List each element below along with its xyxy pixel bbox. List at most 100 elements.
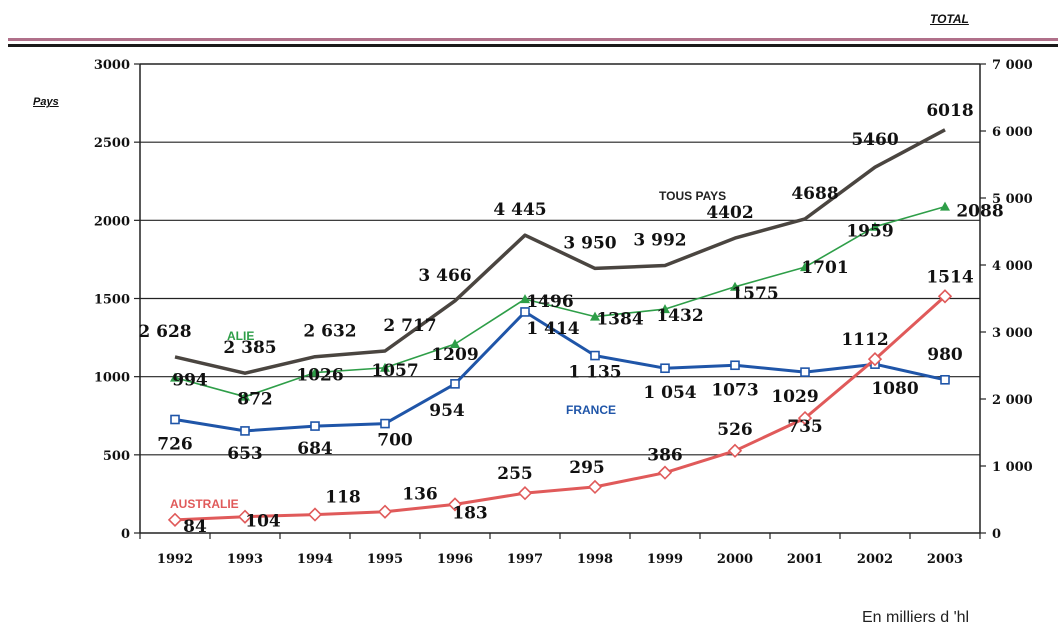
x-tick-label: 1997 [507,552,543,567]
data-label-france: 653 [227,444,263,464]
data-label-italie: 2088 [956,202,1003,222]
data-point-australie [377,504,393,519]
x-tick-label: 2001 [787,552,823,567]
data-point-australie [167,512,183,527]
x-tick-label: 2002 [857,552,893,567]
right-tick-label: 5 000 [992,192,1033,207]
series-line-australie [174,295,947,522]
data-point-italie [520,294,530,304]
left-tick-label: 0 [121,527,130,542]
data-label-italie: 1575 [731,284,778,304]
data-label-tous-pays: 2 385 [223,338,276,358]
data-point-france [450,379,460,389]
data-label-tous-pays: 4402 [706,203,753,223]
total-axis-title: TOTAL [930,12,969,26]
data-label-france: 1 054 [643,383,696,403]
data-label-australie: 295 [569,458,605,478]
data-point-australie [867,352,883,367]
data-label-italie: 1496 [526,292,573,312]
data-label-tous-pays: 3 992 [633,231,686,251]
data-label-australie: 386 [647,446,683,466]
data-label-australie: 136 [402,485,438,505]
x-tick-label: 1998 [577,552,613,567]
data-point-australie [447,497,463,512]
series-line-tous-pays [174,128,946,375]
data-point-australie [937,289,953,304]
data-point-italie [730,281,740,291]
right-tick-label: 7 000 [992,58,1033,73]
data-label-italie: 1026 [296,366,343,386]
data-point-france [310,421,320,431]
data-point-australie [237,509,253,524]
data-label-france: 1029 [771,387,818,407]
data-label-australie: 735 [787,417,823,437]
data-label-australie: 104 [245,512,281,532]
data-point-italie [870,221,880,231]
data-label-france: 980 [927,345,963,365]
data-label-tous-pays: 5460 [851,130,898,150]
data-point-france [240,426,250,436]
data-label-australie: 526 [717,420,753,440]
data-label-italie: 994 [172,371,208,391]
data-point-australie [727,443,743,458]
data-label-australie: 84 [183,517,207,537]
data-label-italie: 1057 [371,361,418,381]
x-tick-label: 1994 [297,552,333,567]
right-tick-label: 0 [992,527,1001,542]
data-label-france: 700 [377,431,413,451]
data-label-tous-pays: 6018 [926,101,973,121]
left-tick-label: 2000 [94,214,130,229]
x-tick-label: 2003 [927,552,963,567]
data-label-tous-pays: 3 466 [418,266,471,286]
x-tick-label: 2000 [717,552,753,567]
series-name-australie: AUSTRALIE [170,497,239,511]
pays-axis-title: Pays [33,96,59,108]
data-point-france [800,367,810,377]
data-label-italie: 1432 [656,306,703,326]
x-tick-label: 1993 [227,552,263,567]
data-label-france: 726 [157,435,193,455]
series-name-italie: ALIE [227,329,254,343]
unit-note: En milliers d 'hl [862,609,970,626]
data-label-italie: 1384 [596,310,643,330]
x-tick-label: 1995 [367,552,403,567]
data-label-australie: 255 [497,464,533,484]
right-tick-label: 1 000 [992,460,1033,475]
data-point-italie [310,367,320,377]
series-line-italie [174,205,946,398]
series-line-france [174,310,946,433]
data-point-italie [800,262,810,272]
data-point-france [380,418,390,429]
right-tick-label: 4 000 [992,259,1033,274]
data-label-tous-pays: 3 950 [563,233,616,253]
data-label-france: 954 [429,401,465,421]
data-point-france [520,307,530,317]
left-tick-label: 1000 [94,371,130,386]
data-point-france [730,360,740,371]
data-label-france: 1073 [711,380,758,400]
data-label-tous-pays: 4 445 [493,200,546,220]
header-rule-top [8,38,1058,41]
data-label-tous-pays: 2 628 [138,322,191,342]
right-tick-label: 6 000 [992,125,1033,140]
right-tick-label: 2 000 [992,393,1033,408]
data-label-tous-pays: 2 717 [383,316,436,336]
data-label-australie: 1514 [926,267,973,287]
data-point-france [660,363,670,374]
data-point-italie [380,362,390,372]
data-point-france [170,414,180,425]
data-point-australie [657,465,673,480]
data-label-france: 1 414 [526,319,579,339]
data-point-france [940,374,950,385]
data-label-italie: 872 [237,390,273,410]
left-tick-label: 1500 [94,293,130,308]
header-rule-bottom [8,44,1058,47]
data-point-australie [517,486,533,501]
series-name-france: FRANCE [566,403,616,417]
series-name-tous-pays: TOUS PAYS [659,189,726,203]
data-label-tous-pays: 2 632 [303,322,356,342]
left-tick-label: 500 [103,449,130,464]
data-point-italie [450,338,460,348]
x-tick-label: 1999 [647,552,683,567]
